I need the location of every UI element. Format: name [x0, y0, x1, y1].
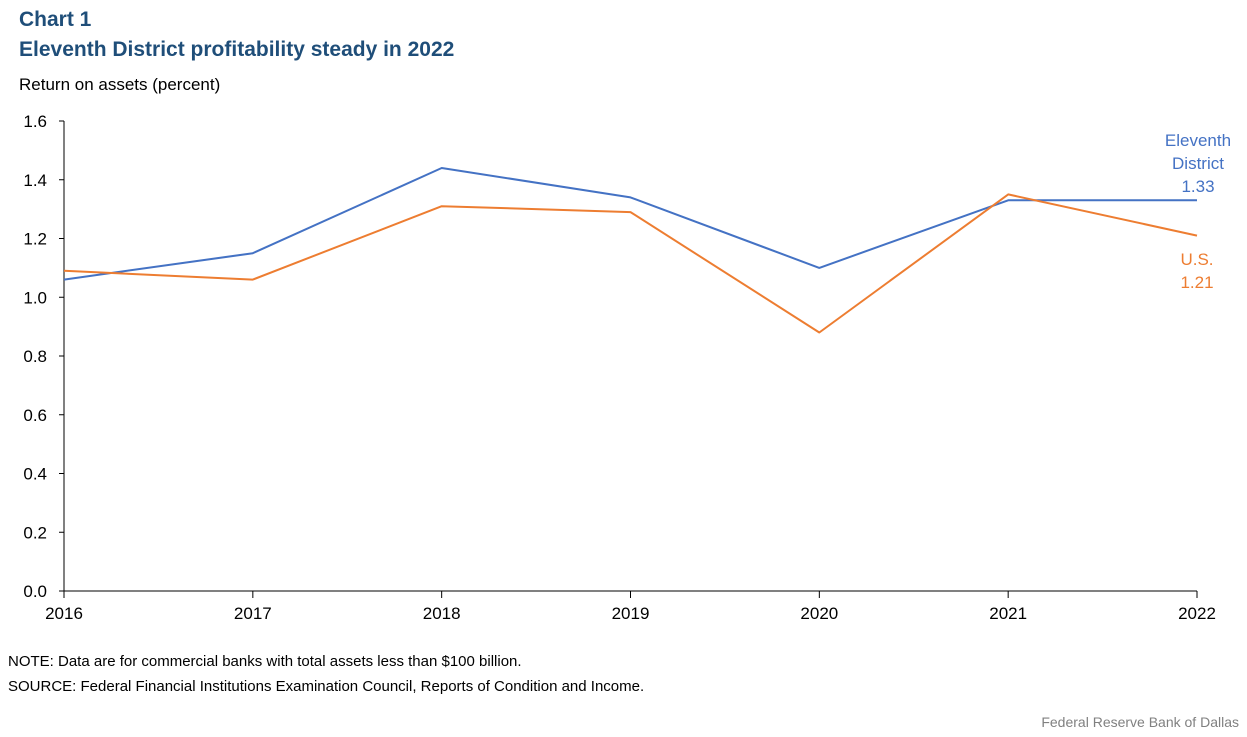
us-label: U.S. [1180, 250, 1213, 269]
y-tick-label: 0.4 [23, 465, 47, 484]
y-tick-label: 1.2 [23, 230, 47, 249]
x-tick-label: 2022 [1178, 604, 1216, 623]
y-tick-label: 1.0 [23, 288, 47, 307]
x-tick-label: 2018 [423, 604, 461, 623]
chart-title: Eleventh District profitability steady i… [19, 38, 455, 61]
eleventh-district-label: Eleventh [1165, 131, 1231, 150]
x-tick-label: 2017 [234, 604, 272, 623]
y-tick-label: 0.0 [23, 582, 47, 601]
series-lines [63, 167, 1198, 334]
chart-note: NOTE: Data are for commercial banks with… [8, 653, 522, 670]
series-labels: Eleventh District 1.33 U.S. 1.21 [1165, 131, 1231, 292]
y-tick-label: 0.8 [23, 347, 47, 366]
eleventh-district-label: District [1172, 154, 1224, 173]
chart-source: SOURCE: Federal Financial Institutions E… [8, 678, 645, 695]
us-label: 1.21 [1180, 273, 1213, 292]
y-tick-label: 1.6 [23, 112, 47, 131]
chart-label: Chart 1 [19, 8, 92, 31]
x-tick-label: 2021 [989, 604, 1027, 623]
x-tick-label: 2016 [45, 604, 83, 623]
x-tick-label: 2020 [800, 604, 838, 623]
y-tick-label: 1.4 [23, 171, 47, 190]
us-line [63, 193, 1198, 334]
credit-line: Federal Reserve Bank of Dallas [1041, 714, 1239, 730]
y-axis-label: Return on assets (percent) [19, 75, 221, 94]
y-tick-label: 0.6 [23, 406, 47, 425]
axes [59, 120, 1198, 598]
eleventh-district-label: 1.33 [1181, 177, 1214, 196]
x-tick-label: 2019 [612, 604, 650, 623]
tick-labels: 0.0 0.2 0.4 0.6 0.8 1.0 1.2 1.4 1.6 2016 2017 2018 2… [23, 112, 1216, 623]
eleventh-district-line [63, 167, 1197, 281]
y-tick-label: 0.2 [23, 523, 47, 542]
